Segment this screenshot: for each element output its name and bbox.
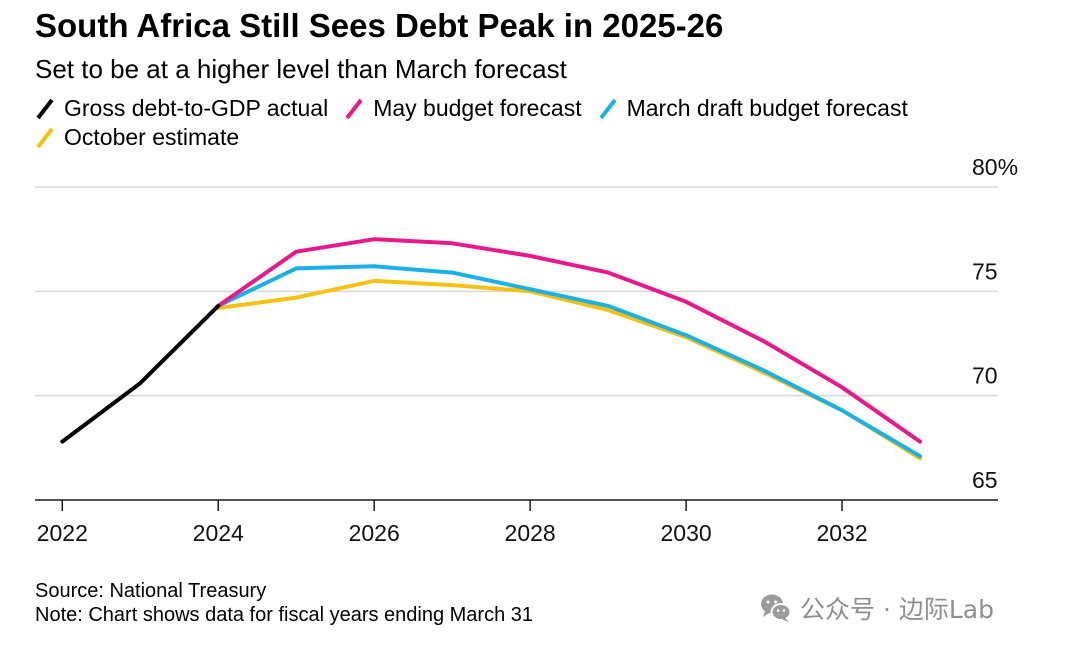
- source-note: Source: National Treasury: [35, 580, 267, 602]
- x-tick-label-2030: 2030: [661, 520, 712, 546]
- legend-label: Gross debt-to-GDP actual: [64, 95, 329, 121]
- x-tick-label-2024: 2024: [193, 520, 244, 546]
- legend-item-march-forecast: March draft budget forecast: [598, 94, 908, 123]
- y-tick-label-75: 75: [972, 258, 998, 284]
- series-lines: [60, 237, 922, 461]
- legend-slash-icon: [345, 98, 363, 119]
- legend-item-actual: Gross debt-to-GDP actual: [35, 94, 328, 123]
- legend-item-october-estimate: October estimate: [35, 123, 239, 152]
- x-tick-label-2028: 2028: [505, 520, 556, 546]
- wechat-icon: [761, 594, 792, 622]
- gross-debt-to-gdp-actual-line: [60, 303, 221, 444]
- legend-slash-icon: [599, 98, 617, 119]
- x-tick-label-2032: 2032: [816, 520, 867, 546]
- chart-subtitle: Set to be at a higher level than March f…: [35, 54, 567, 84]
- chart-footer: Source: National Treasury Note: Chart sh…: [35, 579, 533, 627]
- legend-label: May budget forecast: [373, 95, 582, 121]
- x-tick-label-2026: 2026: [349, 520, 400, 546]
- legend-item-may-forecast: May budget forecast: [344, 94, 582, 123]
- fiscal-year-note: Note: Chart shows data for fiscal years …: [35, 604, 534, 626]
- y-axis: 80% 75 70 65: [972, 154, 1018, 493]
- watermark-text: 公众号 · 边际Lab: [800, 595, 994, 624]
- march-draft-budget-forecast-line: [216, 264, 922, 459]
- legend-slash-icon: [36, 98, 54, 119]
- legend-label: March draft budget forecast: [626, 95, 908, 121]
- x-tick-label-2022: 2022: [37, 520, 88, 546]
- legend: Gross debt-to-GDP actual May budget fore…: [35, 94, 965, 152]
- may-budget-forecast-line: [216, 237, 922, 444]
- legend-label: October estimate: [64, 124, 240, 150]
- watermark: 公众号 · 边际Lab: [760, 591, 1052, 625]
- legend-slash-icon: [36, 127, 54, 148]
- chart-title: South Africa Still Sees Debt Peak in 202…: [35, 7, 724, 44]
- y-tick-label-70: 70: [972, 363, 998, 389]
- y-tick-label-80: 80%: [972, 154, 1018, 180]
- y-tick-label-65: 65: [972, 467, 998, 493]
- x-axis: 2022 2024 2026 2028 2030 2032: [35, 499, 998, 546]
